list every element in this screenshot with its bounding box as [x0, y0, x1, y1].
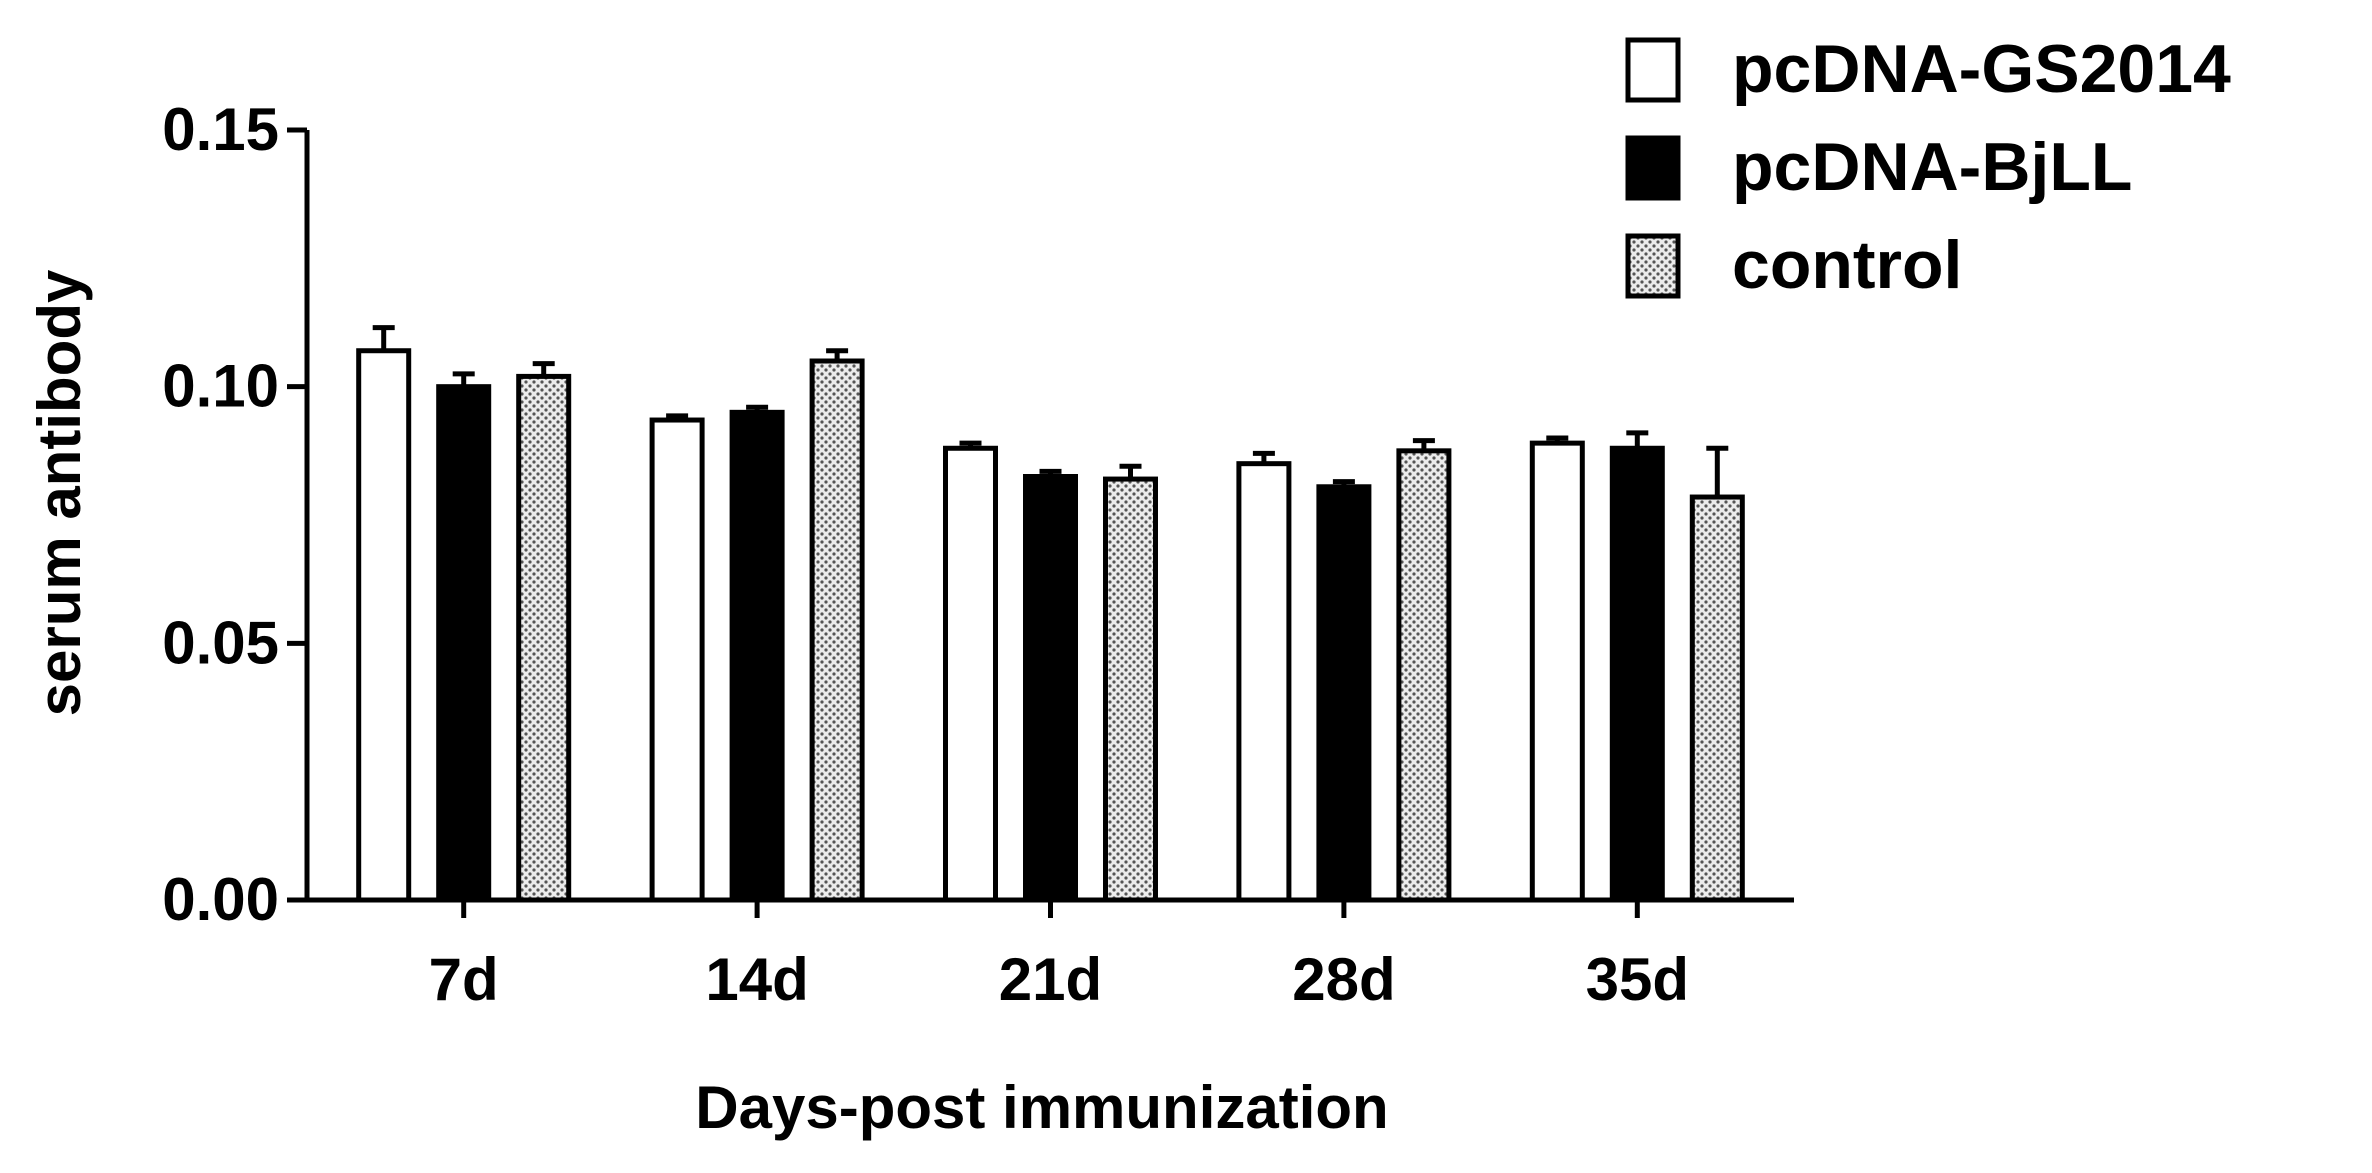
bar-pcDNA-GS2014: [1529, 440, 1585, 903]
legend-label: pcDNA-BjLL: [1732, 129, 2132, 205]
y-axis-label: serum antibody: [26, 269, 93, 716]
x-tick-label: 14d: [705, 946, 808, 1013]
legend-swatch: [1625, 37, 1681, 103]
x-axis-label: Days-post immunization: [695, 1074, 1388, 1141]
bar-pcDNA-GS2014: [356, 348, 412, 903]
legend-swatch: [1625, 233, 1681, 299]
bar-pcDNA-BjLL: [1023, 474, 1078, 903]
bar-pcDNA-BjLL: [729, 409, 785, 903]
y-tick-label: 0.15: [162, 96, 279, 163]
y-tick-label: 0.00: [162, 866, 279, 933]
x-tick-label: 28d: [1292, 946, 1395, 1013]
bar-pcDNA-BjLL: [1609, 445, 1665, 903]
bar-control: [809, 358, 865, 903]
bar-control: [1396, 448, 1452, 903]
bar-pcDNA-BjLL: [1316, 484, 1372, 903]
bar-control: [516, 373, 572, 903]
bar-control: [1689, 494, 1745, 903]
y-tick-label: 0.05: [162, 609, 279, 676]
bar-pcDNA-GS2014: [1236, 461, 1292, 903]
bar-pcDNA-GS2014: [649, 417, 705, 903]
y-tick-label: 0.10: [162, 353, 279, 420]
bar-control: [1103, 476, 1158, 903]
bar-pcDNA-BjLL: [436, 384, 492, 903]
x-tick-label: 35d: [1586, 946, 1689, 1013]
x-tick-label: 7d: [429, 946, 499, 1013]
legend-swatch: [1625, 135, 1681, 201]
legend-label: pcDNA-GS2014: [1732, 31, 2231, 107]
legend-label: control: [1732, 227, 1962, 303]
x-tick-label: 21d: [999, 946, 1102, 1013]
bar-pcDNA-GS2014: [943, 445, 998, 903]
